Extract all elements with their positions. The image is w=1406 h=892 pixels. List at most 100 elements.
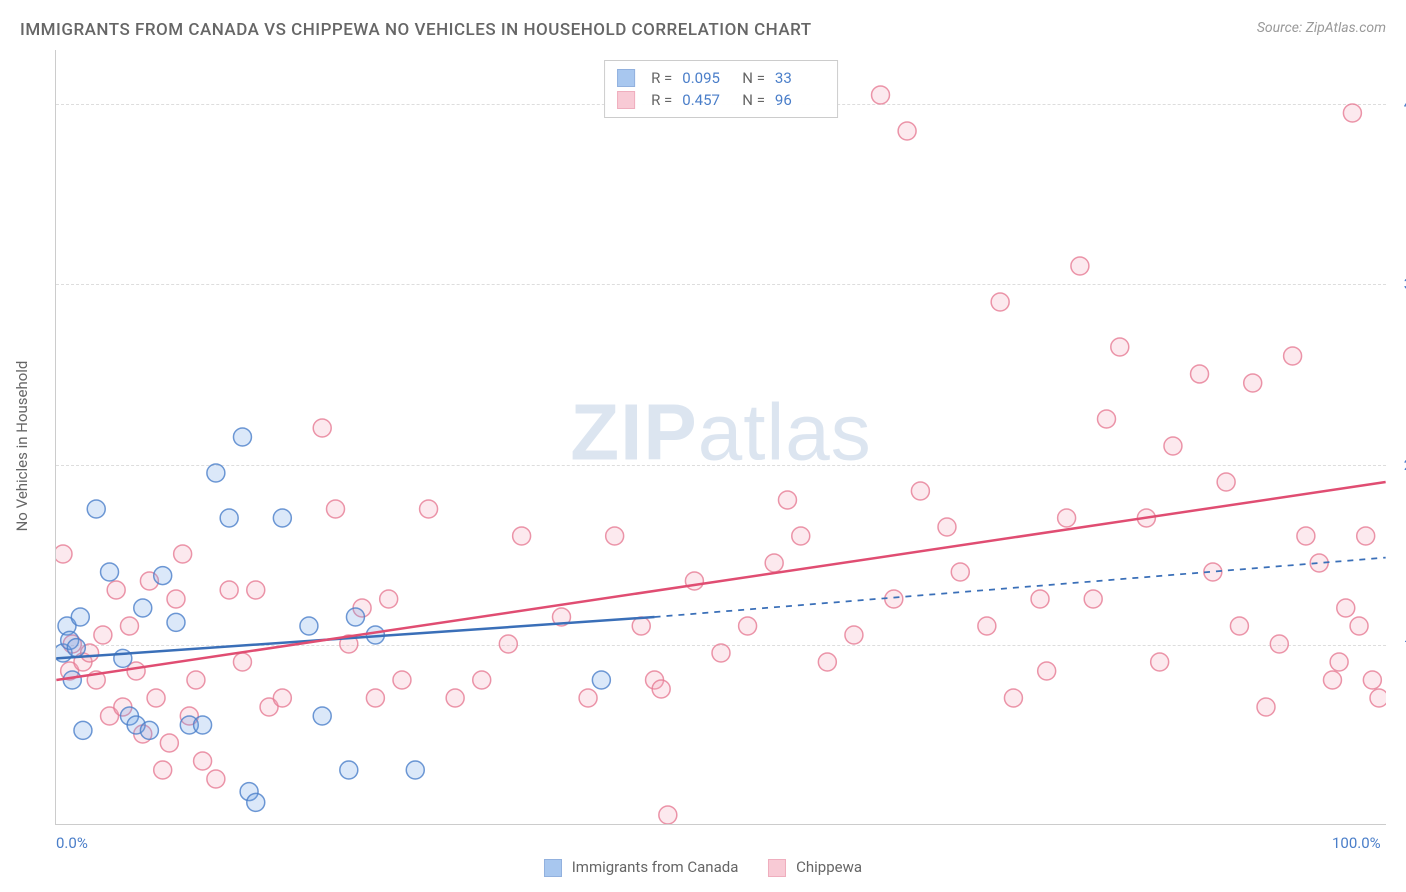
scatter-point-chippewa (233, 653, 251, 671)
scatter-point-chippewa (327, 500, 345, 518)
scatter-point-chippewa (911, 482, 929, 500)
scatter-point-chippewa (94, 626, 112, 644)
scatter-point-chippewa (1297, 527, 1315, 545)
scatter-point-chippewa (1343, 104, 1361, 122)
scatter-point-chippewa (1038, 662, 1056, 680)
swatch-canada (544, 859, 562, 877)
scatter-point-canada (247, 793, 265, 811)
scatter-point-chippewa (1098, 410, 1116, 428)
regression-line-extrapolated-canada (655, 558, 1386, 617)
scatter-point-canada (300, 617, 318, 635)
stats-n-chippewa: 96 (775, 91, 825, 109)
scatter-point-canada (134, 599, 152, 617)
scatter-point-chippewa (872, 86, 890, 104)
scatter-point-chippewa (393, 671, 411, 689)
scatter-point-chippewa (1230, 617, 1248, 635)
scatter-point-canada (74, 721, 92, 739)
scatter-point-chippewa (951, 563, 969, 581)
scatter-point-chippewa (1323, 671, 1341, 689)
scatter-point-chippewa (1330, 653, 1348, 671)
scatter-point-chippewa (513, 527, 531, 545)
scatter-point-chippewa (1084, 590, 1102, 608)
scatter-point-chippewa (1031, 590, 1049, 608)
scatter-point-chippewa (167, 590, 185, 608)
scatter-point-chippewa (273, 689, 291, 707)
scatter-point-chippewa (978, 617, 996, 635)
scatter-point-chippewa (632, 617, 650, 635)
source-attribution: Source: ZipAtlas.com (1257, 20, 1386, 36)
scatter-point-chippewa (845, 626, 863, 644)
stats-r-label: R = (651, 69, 672, 87)
scatter-point-chippewa (778, 491, 796, 509)
scatter-point-canada (220, 509, 238, 527)
scatter-point-chippewa (885, 590, 903, 608)
scatter-point-chippewa (1004, 689, 1022, 707)
scatter-point-chippewa (938, 518, 956, 536)
scatter-point-chippewa (1337, 599, 1355, 617)
scatter-point-chippewa (765, 554, 783, 572)
scatter-point-chippewa (313, 419, 331, 437)
scatter-point-chippewa (1350, 617, 1368, 635)
stats-n-label: N = (742, 91, 765, 109)
scatter-point-canada (114, 649, 132, 667)
scatter-point-canada (101, 563, 119, 581)
chart-title: IMMIGRANTS FROM CANADA VS CHIPPEWA NO VE… (20, 20, 812, 40)
scatter-point-canada (154, 567, 172, 585)
scatter-point-chippewa (366, 689, 384, 707)
stats-row-chippewa: R = 0.457 N = 96 (617, 89, 825, 111)
x-axis-legend: Immigrants from Canada Chippewa (544, 858, 862, 877)
scatter-point-chippewa (652, 680, 670, 698)
scatter-point-chippewa (147, 689, 165, 707)
scatter-point-canada (340, 761, 358, 779)
swatch-chippewa (768, 859, 786, 877)
scatter-point-canada (87, 500, 105, 518)
scatter-point-canada (194, 716, 212, 734)
scatter-point-chippewa (207, 770, 225, 788)
scatter-point-canada (71, 608, 89, 626)
scatter-point-canada (233, 428, 251, 446)
scatter-point-chippewa (685, 572, 703, 590)
x-tick-label: 100.0% (1332, 834, 1381, 852)
legend-item-chippewa: Chippewa (768, 858, 862, 877)
correlation-chart: IMMIGRANTS FROM CANADA VS CHIPPEWA NO VE… (0, 0, 1406, 892)
scatter-point-chippewa (659, 806, 677, 824)
scatter-point-canada (63, 671, 81, 689)
scatter-point-canada (313, 707, 331, 725)
y-axis-label: No Vehicles in Household (13, 361, 31, 532)
stats-legend-box: R = 0.095 N = 33 R = 0.457 N = 96 (604, 60, 838, 118)
scatter-point-canada (406, 761, 424, 779)
scatter-point-chippewa (1270, 635, 1288, 653)
swatch-canada (617, 69, 635, 87)
scatter-point-chippewa (174, 545, 192, 563)
scatter-point-chippewa (56, 545, 72, 563)
stats-r-chippewa: 0.457 (682, 91, 732, 109)
scatter-point-chippewa (187, 671, 205, 689)
legend-label-chippewa: Chippewa (796, 858, 862, 876)
scatter-point-canada (167, 613, 185, 631)
scatter-point-chippewa (1217, 473, 1235, 491)
stats-r-canada: 0.095 (682, 69, 732, 87)
plot-area: ZIPatlas 10.0%20.0%30.0%40.0% 0.0%100.0%… (55, 50, 1386, 825)
scatter-point-chippewa (1363, 671, 1381, 689)
scatter-point-chippewa (499, 635, 517, 653)
scatter-point-chippewa (898, 122, 916, 140)
scatter-point-chippewa (380, 590, 398, 608)
swatch-chippewa (617, 91, 635, 109)
scatter-svg (56, 50, 1386, 824)
scatter-point-canada (592, 671, 610, 689)
scatter-point-chippewa (1058, 509, 1076, 527)
stats-r-label: R = (651, 91, 672, 109)
scatter-point-chippewa (1164, 437, 1182, 455)
scatter-point-canada (346, 608, 364, 626)
scatter-point-chippewa (107, 581, 125, 599)
scatter-point-chippewa (120, 617, 138, 635)
scatter-point-chippewa (1244, 374, 1262, 392)
scatter-point-chippewa (739, 617, 757, 635)
scatter-point-chippewa (473, 671, 491, 689)
scatter-point-chippewa (1357, 527, 1375, 545)
scatter-point-chippewa (247, 581, 265, 599)
scatter-point-chippewa (194, 752, 212, 770)
stats-n-label: N = (742, 69, 765, 87)
scatter-point-chippewa (818, 653, 836, 671)
scatter-point-canada (207, 464, 225, 482)
